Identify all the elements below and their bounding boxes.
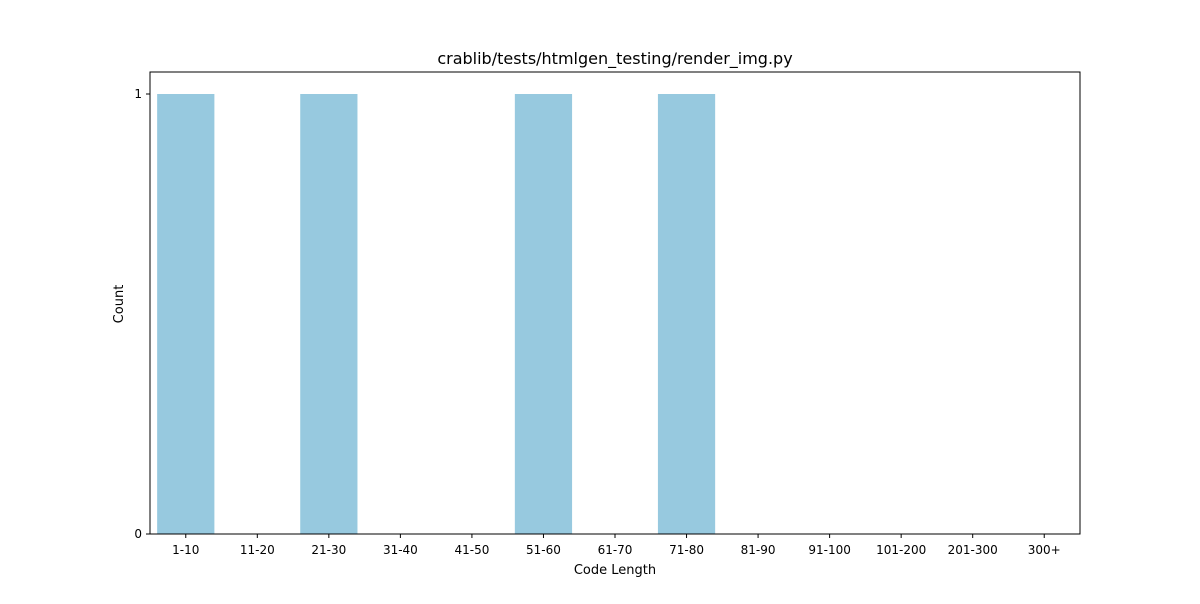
x-tick-label: 41-50: [454, 543, 489, 557]
bar-51-60: [514, 94, 573, 534]
x-tick-label: 31-40: [383, 543, 418, 557]
bar-71-80: [657, 94, 716, 534]
bar-21-30: [300, 94, 358, 534]
y-tick-label: 0: [134, 527, 142, 541]
x-axis-label: Code Length: [574, 563, 656, 578]
plot-frame: [149, 71, 1081, 535]
x-tick-label: 61-70: [598, 543, 633, 557]
x-tick-label: 21-30: [311, 543, 346, 557]
x-tick-label: 101-200: [876, 543, 926, 557]
x-tick-label: 81-90: [741, 543, 776, 557]
y-axis-label: Count: [112, 285, 127, 324]
bar-1-10: [157, 94, 215, 534]
x-tick-label: 201-300: [948, 543, 998, 557]
x-axis: 1-10 11-20 21-30 31-40 41-50 51-60 61-70 71-80 8…: [172, 534, 1061, 557]
x-tick-label: 71-80: [669, 543, 704, 557]
y-tick-label: 1: [134, 87, 142, 101]
chart-title: crablib/tests/htmlgen_testing/render_img…: [437, 49, 792, 69]
x-tick-label: 51-60: [526, 543, 561, 557]
x-tick-label: 91-100: [808, 543, 851, 557]
bars-group: [157, 94, 716, 534]
x-tick-label: 11-20: [240, 543, 275, 557]
y-axis: 01: [134, 87, 150, 541]
x-tick-label: 300+: [1028, 543, 1061, 557]
x-tick-label: 1-10: [172, 543, 199, 557]
